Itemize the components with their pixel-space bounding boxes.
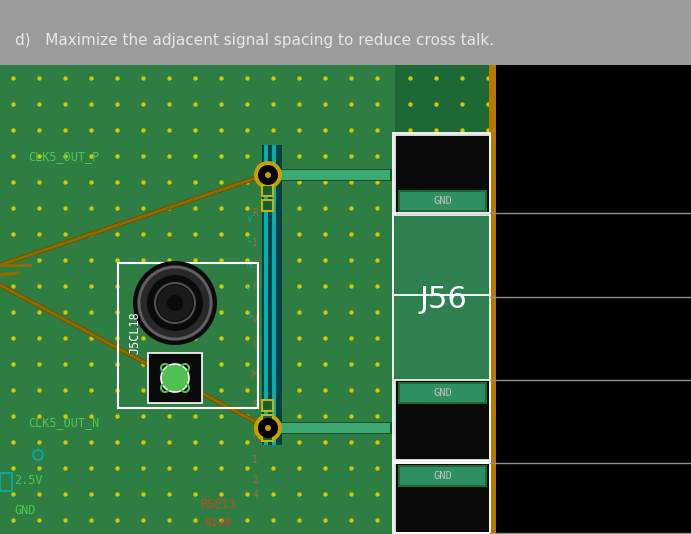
Circle shape bbox=[265, 425, 271, 431]
Circle shape bbox=[133, 261, 217, 345]
Bar bbox=[264, 145, 268, 445]
Text: R: R bbox=[252, 208, 258, 218]
Bar bbox=[270, 169, 395, 181]
Bar bbox=[395, 65, 495, 534]
Circle shape bbox=[258, 165, 278, 185]
Bar bbox=[400, 467, 485, 485]
Bar bbox=[393, 133, 490, 295]
Text: 2: 2 bbox=[252, 475, 258, 485]
Text: CLK5_OUT_P: CLK5_OUT_P bbox=[28, 151, 100, 163]
Circle shape bbox=[137, 265, 213, 341]
Bar bbox=[272, 170, 390, 180]
Bar bbox=[263, 169, 274, 180]
Text: C: C bbox=[252, 340, 258, 350]
Bar bbox=[272, 423, 390, 433]
Text: GND: GND bbox=[434, 471, 453, 481]
Text: C: C bbox=[246, 235, 252, 245]
Text: R138: R138 bbox=[205, 518, 231, 528]
Text: 2.5V: 2.5V bbox=[14, 474, 43, 486]
Bar bbox=[398, 382, 487, 404]
Text: 3: 3 bbox=[252, 260, 258, 270]
Text: M: M bbox=[246, 261, 252, 270]
Bar bbox=[395, 463, 490, 533]
Circle shape bbox=[167, 295, 183, 311]
Text: P: P bbox=[252, 430, 258, 440]
Circle shape bbox=[161, 364, 189, 392]
Text: CLK5_OUT_N: CLK5_OUT_N bbox=[28, 417, 100, 429]
Bar bbox=[0, 65, 395, 534]
Text: 3: 3 bbox=[246, 310, 252, 319]
Circle shape bbox=[258, 418, 278, 438]
Text: V: V bbox=[252, 315, 258, 325]
Circle shape bbox=[265, 172, 271, 178]
Text: d)   Maximize the adjacent signal spacing to reduce cross talk.: d) Maximize the adjacent signal spacing … bbox=[15, 33, 494, 48]
Text: 1: 1 bbox=[252, 455, 258, 465]
Text: 1: 1 bbox=[252, 238, 258, 248]
Bar bbox=[398, 465, 487, 487]
Text: Y: Y bbox=[246, 286, 252, 294]
Text: J5CL18: J5CL18 bbox=[128, 312, 141, 355]
Bar bbox=[400, 192, 485, 210]
Bar bbox=[262, 145, 282, 445]
Bar bbox=[263, 200, 274, 210]
Bar bbox=[395, 135, 490, 215]
Text: 4: 4 bbox=[252, 490, 258, 500]
Bar bbox=[395, 215, 490, 380]
Bar bbox=[398, 190, 487, 212]
Bar bbox=[393, 213, 490, 463]
Bar bbox=[0, 473, 12, 491]
Bar bbox=[263, 399, 274, 411]
Text: RSE13: RSE13 bbox=[200, 499, 236, 512]
Text: V: V bbox=[246, 216, 252, 224]
Text: S: S bbox=[252, 400, 258, 410]
Text: G: G bbox=[378, 201, 393, 225]
Circle shape bbox=[254, 161, 282, 189]
Bar bbox=[263, 414, 274, 426]
Text: 0: 0 bbox=[252, 282, 258, 292]
Text: J56: J56 bbox=[419, 286, 467, 315]
Bar bbox=[495, 65, 691, 534]
Bar bbox=[263, 429, 274, 441]
Bar bbox=[118, 263, 258, 408]
Text: GND: GND bbox=[434, 196, 453, 206]
Bar bbox=[489, 65, 496, 534]
Bar bbox=[395, 380, 490, 460]
Text: GND: GND bbox=[434, 388, 453, 398]
Bar bbox=[270, 422, 395, 434]
Bar bbox=[272, 145, 276, 445]
Bar bbox=[395, 133, 490, 473]
Circle shape bbox=[254, 414, 282, 442]
Circle shape bbox=[157, 285, 193, 321]
Circle shape bbox=[147, 275, 203, 331]
Bar bbox=[148, 353, 202, 403]
Text: M: M bbox=[252, 370, 258, 380]
Text: GND: GND bbox=[14, 504, 35, 516]
Bar bbox=[400, 384, 485, 402]
Bar bbox=[263, 185, 274, 195]
Bar bbox=[393, 461, 490, 533]
